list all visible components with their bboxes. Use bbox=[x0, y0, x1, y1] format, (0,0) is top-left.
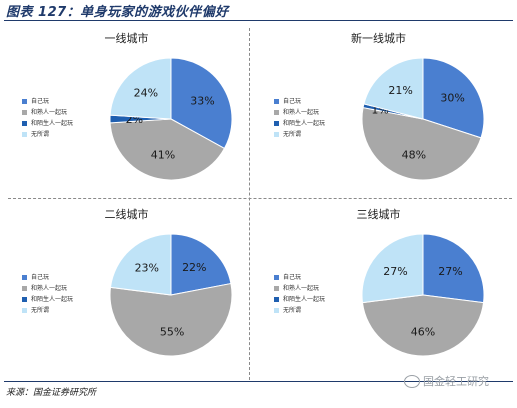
legend-item: 无所谓 bbox=[274, 129, 325, 140]
pie-slice bbox=[363, 57, 424, 120]
legend-label: 和陌生人一起玩 bbox=[31, 120, 74, 127]
legend-item: 自己玩 bbox=[22, 96, 73, 107]
pie-title: 一线城市 bbox=[104, 32, 149, 45]
pie-value-label: 27% bbox=[438, 265, 462, 278]
legend-swatch bbox=[22, 132, 27, 137]
legend-swatch bbox=[22, 275, 27, 280]
pie-chart: 22% 55% 23% bbox=[109, 233, 233, 357]
horizontal-divider bbox=[8, 198, 512, 199]
pie-panel-tier2: 二线城市 自己玩 和熟人一起玩 和陌生人一起玩 无所谓 22% 55% 23% bbox=[4, 202, 249, 372]
legend-item: 和熟人一起玩 bbox=[22, 107, 73, 118]
pie-value-label: 24% bbox=[134, 86, 158, 99]
legend-swatch bbox=[22, 110, 27, 115]
legend-swatch bbox=[22, 297, 27, 302]
legend-item: 和熟人一起玩 bbox=[274, 107, 325, 118]
pie-value-label: 46% bbox=[411, 326, 435, 339]
legend: 自己玩 和熟人一起玩 和陌生人一起玩 无所谓 bbox=[22, 96, 73, 140]
legend-label: 自己玩 bbox=[31, 98, 50, 105]
pie-slice bbox=[422, 57, 485, 139]
legend-swatch bbox=[274, 110, 279, 115]
wechat-icon bbox=[404, 374, 420, 388]
vertical-divider bbox=[249, 28, 250, 380]
legend-item: 无所谓 bbox=[22, 305, 73, 316]
pie-slice bbox=[361, 294, 485, 357]
legend-label: 和熟人一起玩 bbox=[31, 109, 68, 116]
pie-panel-new-tier1: 新一线城市 自己玩 和熟人一起玩 和陌生人一起玩 无所谓 30% 48% 1% 21% bbox=[256, 26, 501, 196]
pie-slice bbox=[109, 233, 172, 296]
bottom-rule bbox=[4, 381, 513, 382]
pie-title: 二线城市 bbox=[104, 208, 149, 221]
pie-slice bbox=[422, 233, 485, 304]
pie-value-label: 41% bbox=[151, 149, 175, 162]
watermark: 国金轻工研究 bbox=[404, 373, 489, 389]
legend-label: 和陌生人一起玩 bbox=[283, 120, 326, 127]
pie-panel-tier1: 一线城市 自己玩 和熟人一起玩 和陌生人一起玩 无所谓 33% 41% 2% 24% bbox=[4, 26, 249, 196]
legend: 自己玩 和熟人一起玩 和陌生人一起玩 无所谓 bbox=[274, 272, 325, 316]
legend-label: 自己玩 bbox=[283, 98, 302, 105]
pie-value-label: 48% bbox=[402, 149, 426, 162]
pie-value-label: 27% bbox=[383, 265, 407, 278]
legend-item: 和熟人一起玩 bbox=[274, 283, 325, 294]
pie-chart: 27% 46% 27% bbox=[361, 233, 485, 357]
legend: 自己玩 和熟人一起玩 和陌生人一起玩 无所谓 bbox=[274, 96, 325, 140]
legend-swatch bbox=[22, 99, 27, 104]
legend-swatch bbox=[274, 308, 279, 313]
legend-label: 和陌生人一起玩 bbox=[31, 296, 74, 303]
legend-item: 和熟人一起玩 bbox=[22, 283, 73, 294]
legend-label: 自己玩 bbox=[31, 274, 50, 281]
pie-slice bbox=[170, 57, 233, 150]
legend-item: 自己玩 bbox=[274, 272, 325, 283]
legend-label: 和熟人一起玩 bbox=[283, 285, 320, 292]
pie-value-label: 22% bbox=[182, 261, 206, 274]
legend-label: 无所谓 bbox=[283, 131, 302, 138]
pie-slice bbox=[361, 233, 424, 304]
legend-swatch bbox=[22, 121, 27, 126]
legend-label: 无所谓 bbox=[31, 307, 50, 314]
pie-value-label: 21% bbox=[388, 84, 412, 97]
pie-slice bbox=[170, 233, 232, 296]
legend-swatch bbox=[22, 286, 27, 291]
legend-swatch bbox=[274, 275, 279, 280]
pie-value-label: 33% bbox=[190, 94, 214, 107]
legend-item: 自己玩 bbox=[274, 96, 325, 107]
pie-title: 新一线城市 bbox=[351, 32, 406, 45]
legend-label: 和熟人一起玩 bbox=[283, 109, 320, 116]
pie-value-label: 23% bbox=[135, 262, 159, 275]
top-rule bbox=[4, 20, 513, 21]
legend-swatch bbox=[274, 132, 279, 137]
legend-item: 和陌生人一起玩 bbox=[274, 118, 325, 129]
source-note: 来源：国金证券研究所 bbox=[6, 388, 97, 398]
legend-label: 和熟人一起玩 bbox=[31, 285, 68, 292]
pie-slice bbox=[109, 282, 233, 357]
legend-item: 无所谓 bbox=[22, 129, 73, 140]
pie-slice bbox=[109, 57, 172, 120]
legend-label: 自己玩 bbox=[283, 274, 302, 281]
legend-label: 无所谓 bbox=[283, 307, 302, 314]
legend-item: 自己玩 bbox=[22, 272, 73, 283]
legend-label: 无所谓 bbox=[31, 131, 50, 138]
pie-panel-tier3: 三线城市 自己玩 和熟人一起玩 和陌生人一起玩 无所谓 27% 46% 27% bbox=[256, 202, 501, 372]
pie-slice bbox=[109, 118, 226, 181]
pie-chart: 30%48%1%21% bbox=[361, 57, 485, 181]
legend-swatch bbox=[274, 99, 279, 104]
legend-swatch bbox=[274, 286, 279, 291]
legend-item: 和陌生人一起玩 bbox=[274, 294, 325, 305]
legend-label: 和陌生人一起玩 bbox=[283, 296, 326, 303]
legend-swatch bbox=[22, 308, 27, 313]
watermark-text: 国金轻工研究 bbox=[423, 375, 489, 388]
legend-item: 和陌生人一起玩 bbox=[22, 118, 73, 129]
legend-swatch bbox=[274, 121, 279, 126]
legend: 自己玩 和熟人一起玩 和陌生人一起玩 无所谓 bbox=[22, 272, 73, 316]
legend-item: 和陌生人一起玩 bbox=[22, 294, 73, 305]
legend-swatch bbox=[274, 297, 279, 302]
pie-chart: 33%41%2%24% bbox=[109, 57, 233, 181]
figure-title: 图表 127：单身玩家的游戏伙伴偏好 bbox=[6, 5, 229, 20]
pie-value-label: 55% bbox=[160, 326, 184, 339]
legend-item: 无所谓 bbox=[274, 305, 325, 316]
pie-value-label: 30% bbox=[440, 92, 464, 105]
pie-title: 三线城市 bbox=[356, 208, 401, 221]
pie-slice bbox=[361, 106, 482, 181]
